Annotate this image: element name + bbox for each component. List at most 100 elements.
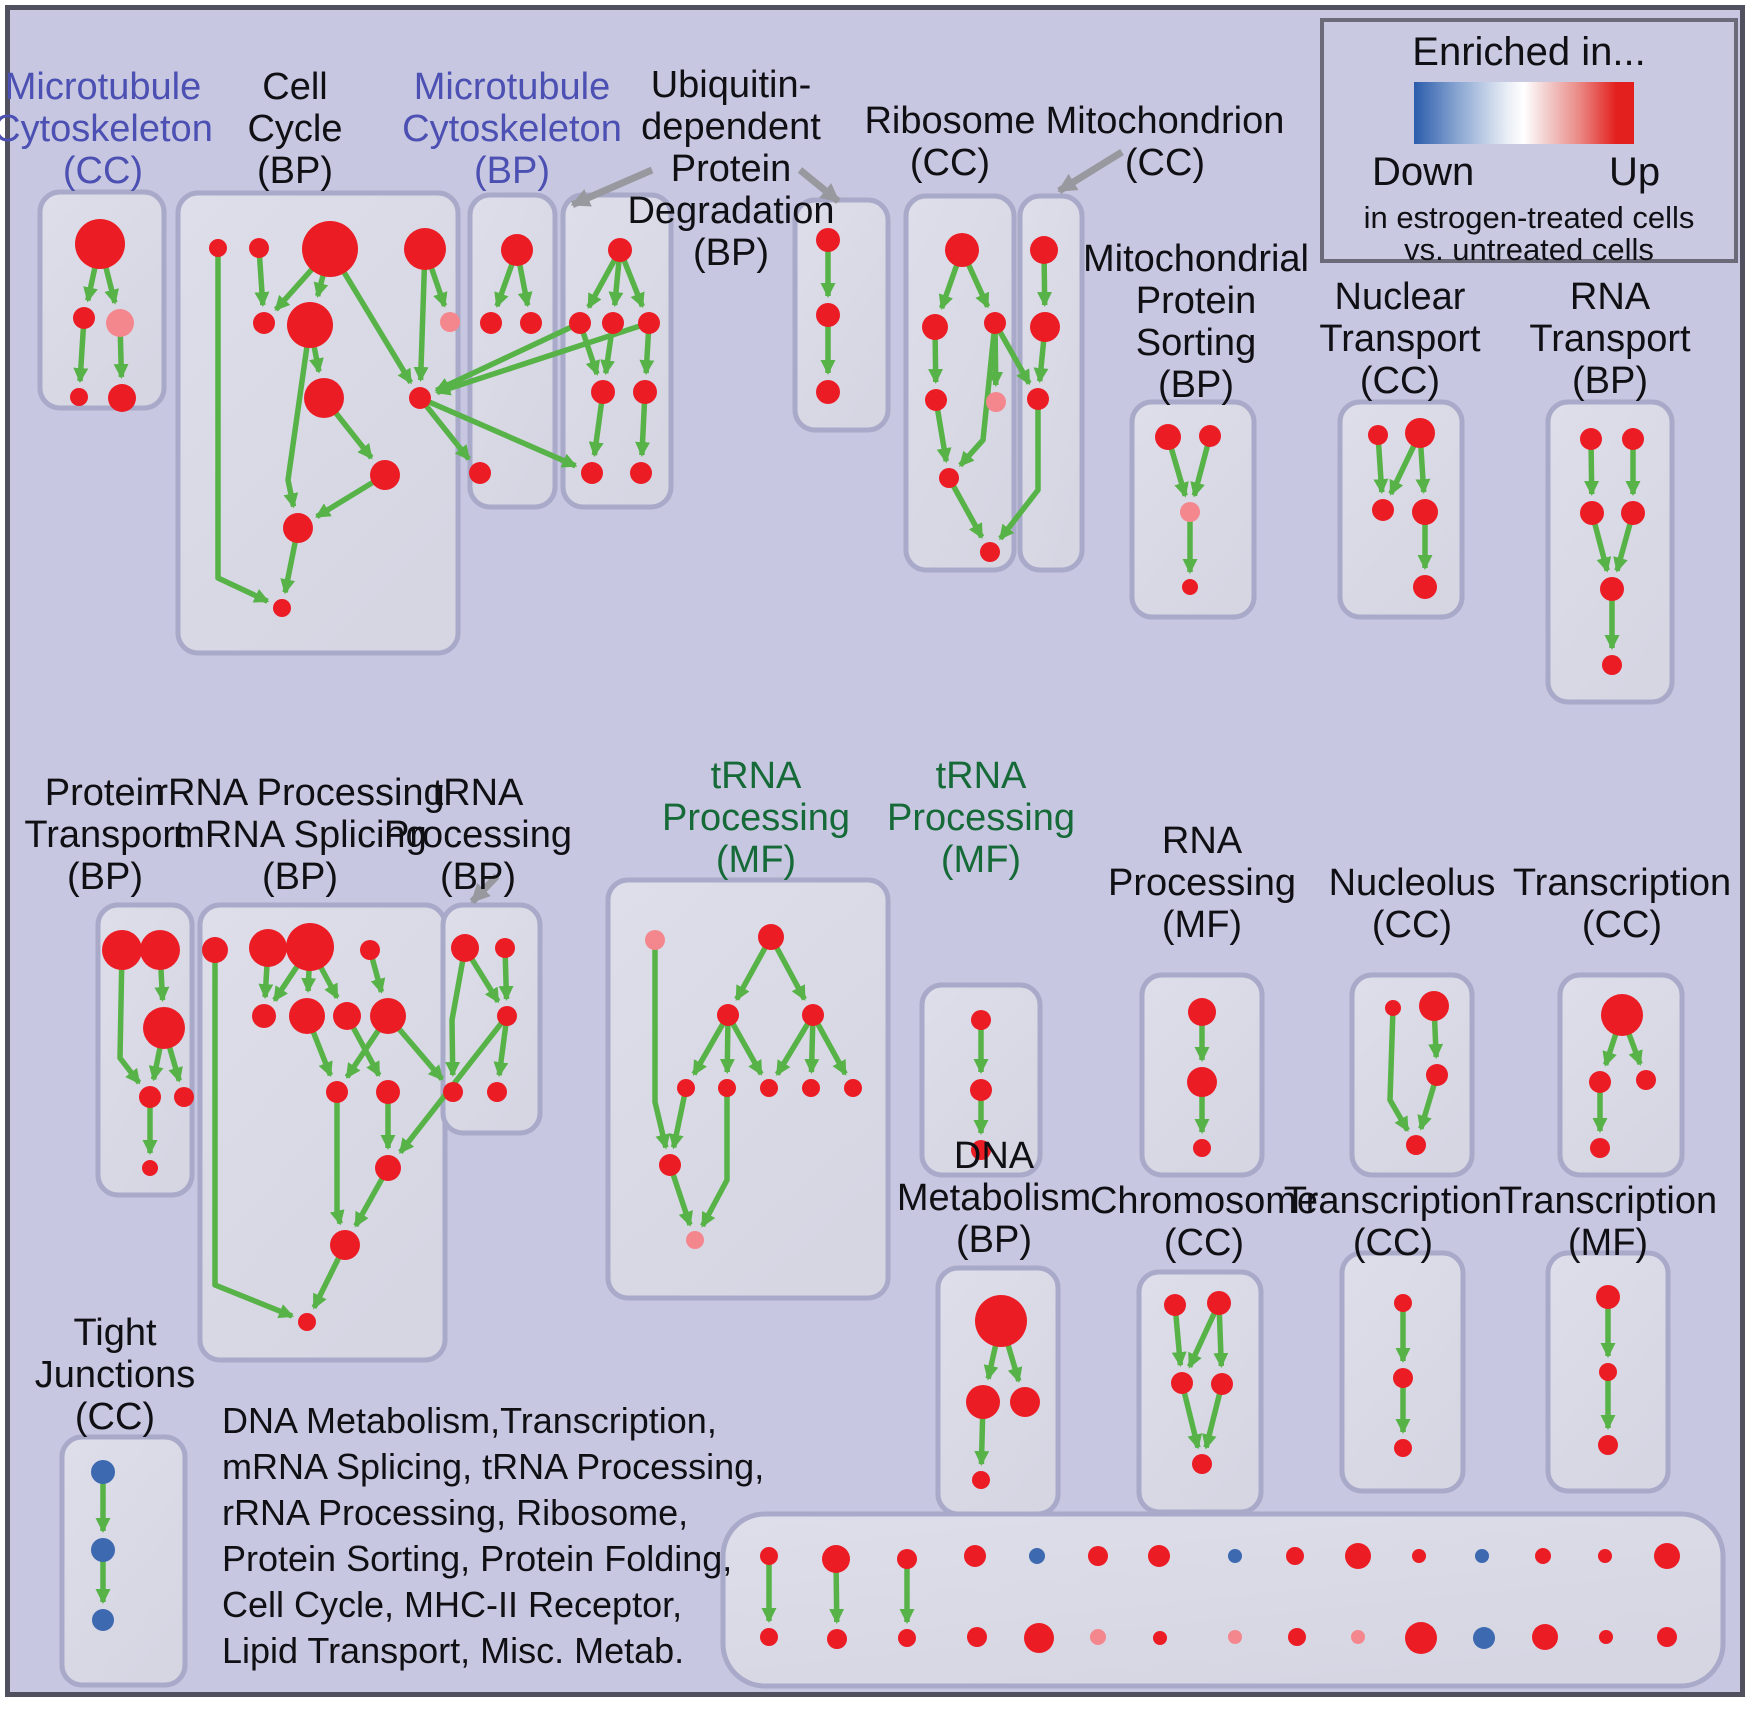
node-updc-v2 bbox=[816, 303, 840, 327]
node-misc-s2b bbox=[827, 1629, 847, 1649]
node-nt-n2 bbox=[1405, 418, 1435, 448]
node-cc-c6 bbox=[287, 302, 333, 348]
misc-note-line: mRNA Splicing, tRNA Processing, bbox=[222, 1446, 765, 1487]
edge bbox=[946, 476, 985, 539]
node-cc-c9 bbox=[409, 387, 431, 409]
node-rnamf-x1 bbox=[1188, 998, 1216, 1026]
edge bbox=[329, 1092, 345, 1226]
node-cc-c13 bbox=[273, 599, 291, 617]
cluster-box-mtc bbox=[37, 189, 167, 411]
node-cc-c8 bbox=[304, 378, 344, 418]
node-tj-h1 bbox=[91, 1460, 115, 1484]
node-mps-p3 bbox=[1180, 502, 1200, 522]
legend-gradient-bar bbox=[1414, 82, 1634, 144]
node-misc-m6 bbox=[1288, 1628, 1306, 1646]
node-misc-k3 bbox=[1088, 1546, 1108, 1566]
node-rt-q1 bbox=[1580, 428, 1602, 450]
node-rt-q6 bbox=[1602, 655, 1622, 675]
node-mtb-m1 bbox=[501, 234, 533, 266]
edge bbox=[215, 248, 270, 604]
node-nt-n1 bbox=[1368, 425, 1388, 445]
node-cc-c7 bbox=[440, 312, 460, 332]
node-misc-s1b bbox=[760, 1628, 778, 1646]
node-trnamf2-w1 bbox=[971, 1010, 991, 1030]
edge bbox=[445, 947, 468, 1078]
node-misc-m5 bbox=[1228, 1630, 1242, 1644]
edge bbox=[417, 396, 471, 461]
node-mtc-C bbox=[106, 309, 134, 337]
node-trnabp-ta bbox=[451, 934, 479, 962]
cluster-box-nt bbox=[1337, 399, 1465, 620]
node-tcc2-f1 bbox=[1394, 1294, 1412, 1312]
node-nt-n4 bbox=[1412, 499, 1438, 525]
node-trnamf1-b2 bbox=[718, 1079, 736, 1097]
node-rib-r1 bbox=[945, 233, 979, 267]
node-rrna-b bbox=[249, 929, 287, 967]
label-pointer-arrow bbox=[469, 873, 500, 905]
node-mtc-D bbox=[70, 388, 88, 406]
node-trnamf1-b5 bbox=[844, 1079, 862, 1097]
node-tmf-g3 bbox=[1598, 1435, 1618, 1455]
node-pt-D2 bbox=[174, 1087, 194, 1107]
node-rnamf-x3 bbox=[1193, 1139, 1211, 1157]
node-trnabp-tc bbox=[497, 1006, 517, 1026]
misc-note-line: Cell Cycle, MHC-II Receptor, bbox=[222, 1584, 683, 1625]
node-cc-c4 bbox=[404, 228, 446, 270]
node-misc-k1 bbox=[964, 1545, 986, 1567]
node-misc-k5 bbox=[1228, 1549, 1242, 1563]
node-rrna-a bbox=[202, 937, 228, 963]
misc-note-line: Protein Sorting, Protein Folding, bbox=[222, 1538, 733, 1579]
node-rib-r5 bbox=[986, 392, 1006, 412]
node-cc-c1 bbox=[209, 239, 227, 257]
nodes bbox=[70, 219, 1680, 1654]
node-rt-q2 bbox=[1622, 428, 1644, 450]
node-rrna-i bbox=[326, 1081, 348, 1103]
node-rnamf-x2 bbox=[1187, 1067, 1217, 1097]
edge bbox=[1179, 1382, 1203, 1450]
legend-context-line2: vs. untreated cells bbox=[1404, 232, 1654, 267]
cluster-box-nuc bbox=[1349, 972, 1475, 1178]
node-mtc-E bbox=[108, 384, 136, 412]
node-pt-F bbox=[142, 1160, 158, 1176]
edge bbox=[668, 1087, 689, 1150]
node-rrna-e bbox=[252, 1004, 276, 1028]
node-pt-A bbox=[102, 930, 142, 970]
edge bbox=[774, 1013, 816, 1077]
cluster-box-trnabp bbox=[440, 902, 543, 1136]
node-rib-r6 bbox=[939, 468, 959, 488]
node-rrna-l bbox=[330, 1230, 360, 1260]
node-dnam-d4 bbox=[972, 1471, 990, 1489]
edge bbox=[958, 322, 998, 468]
node-chrom-e5 bbox=[1192, 1454, 1212, 1474]
node-mtb-m3 bbox=[520, 312, 542, 334]
node-misc-k12 bbox=[1654, 1543, 1680, 1569]
edge bbox=[652, 940, 671, 1150]
legend-up-label: Up bbox=[1609, 150, 1661, 194]
node-tcc1-z1 bbox=[1601, 994, 1643, 1036]
label-pointer-arrow bbox=[1057, 149, 1124, 194]
legend-context-line1: in estrogen-treated cells bbox=[1363, 200, 1695, 235]
node-nt-n3 bbox=[1372, 499, 1394, 521]
node-trnamf1-mL bbox=[717, 1004, 739, 1026]
cluster-box-updc bbox=[792, 197, 891, 433]
node-trnabp-tb bbox=[495, 938, 515, 958]
node-cc-c5 bbox=[253, 312, 275, 334]
edge bbox=[434, 320, 582, 393]
edge bbox=[117, 949, 142, 1085]
edge bbox=[998, 399, 1041, 541]
node-mit-t3 bbox=[1027, 388, 1049, 410]
node-nuc-y1 bbox=[1385, 1000, 1401, 1016]
node-tj-h3 bbox=[92, 1609, 114, 1631]
node-misc-k9 bbox=[1475, 1549, 1489, 1563]
node-trnabp-td bbox=[443, 1082, 463, 1102]
node-mit-t1 bbox=[1030, 236, 1058, 264]
node-mtb-m4 bbox=[469, 462, 491, 484]
node-mtc-B bbox=[73, 307, 95, 329]
node-trnamf1-b4 bbox=[802, 1079, 820, 1097]
node-upd-u4 bbox=[638, 312, 660, 334]
node-misc-k11 bbox=[1598, 1549, 1612, 1563]
node-tcc1-z2 bbox=[1589, 1071, 1611, 1093]
node-misc-k10 bbox=[1535, 1548, 1551, 1564]
edge bbox=[283, 324, 313, 509]
node-rrna-d bbox=[360, 940, 380, 960]
